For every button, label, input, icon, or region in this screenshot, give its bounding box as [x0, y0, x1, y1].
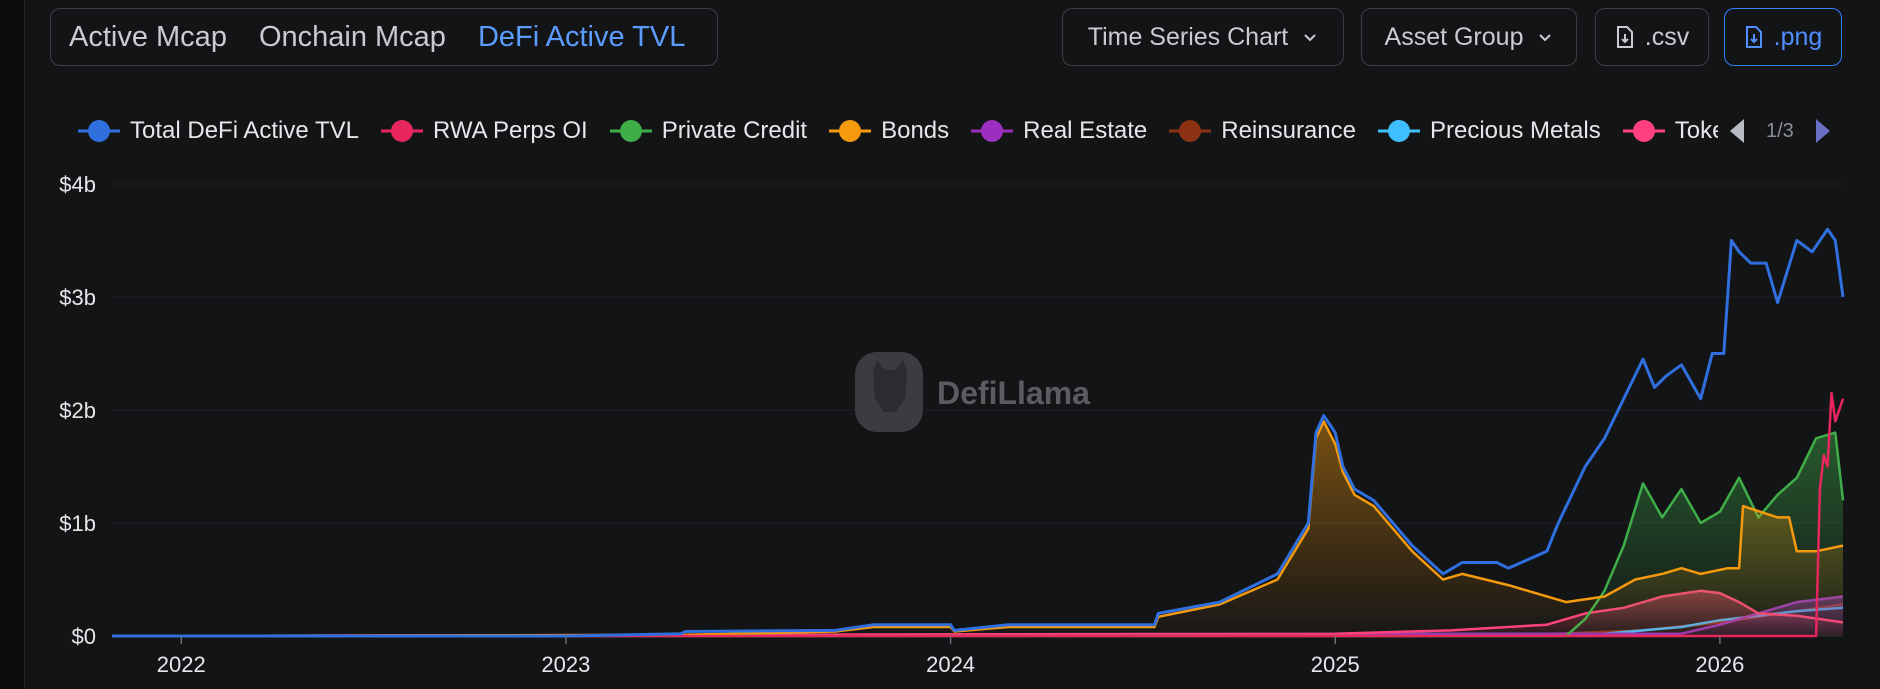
- series-total: [112, 227, 1845, 638]
- y-tick-label: $2b: [59, 398, 96, 423]
- legend-item-precious-metals[interactable]: Precious Metals: [1376, 117, 1601, 145]
- x-tick-label: 2025: [1311, 652, 1360, 677]
- previous-page-icon[interactable]: [1726, 117, 1746, 145]
- legend-pager: 1/3: [1726, 112, 1834, 150]
- series-rwa-perps: [112, 391, 1845, 638]
- legend: Total DeFi Active TVL RWA Perps OI Private…: [76, 110, 1718, 152]
- legend-marker-icon: [609, 120, 652, 142]
- chevron-down-icon: [1539, 34, 1552, 42]
- legend-page-indicator: 1/3: [1766, 119, 1794, 142]
- chart-panel: [24, 0, 1880, 689]
- legend-label: Private Credit: [661, 117, 808, 144]
- legend-item-rwa-perps[interactable]: RWA Perps OI: [379, 117, 588, 145]
- x-tick-label: 2024: [926, 652, 975, 677]
- legend-label: Precious Metals: [1429, 117, 1601, 144]
- tab-defi-active-tvl[interactable]: DeFi Active TVL: [477, 20, 686, 53]
- legend-marker-icon: [380, 120, 423, 142]
- legend-label: RWA Perps OI: [432, 117, 588, 144]
- file-download-icon: [1616, 26, 1633, 48]
- legend-label: Bonds: [881, 117, 950, 144]
- csv-label: .csv: [1644, 22, 1690, 51]
- metric-tabs: Active Mcap Onchain Mcap DeFi Active TVL: [50, 8, 718, 66]
- legend-item-other[interactable]: Tokenized Stocks: [1621, 117, 1718, 145]
- legend-item-bonds[interactable]: Bonds: [827, 117, 949, 145]
- chart-type-label: Time Series Chart: [1087, 22, 1289, 51]
- legend-item-total[interactable]: Total DeFi Active TVL: [76, 117, 359, 145]
- csv-download-button[interactable]: .csv: [1595, 8, 1709, 66]
- chart-type-select[interactable]: Time Series Chart: [1062, 8, 1344, 66]
- legend-item-real-estate[interactable]: Real Estate: [969, 117, 1147, 145]
- legend-marker-icon: [971, 120, 1014, 142]
- y-tick-label: $0: [72, 624, 96, 649]
- watermark: DefiLlama: [855, 352, 1090, 432]
- next-page-icon[interactable]: [1814, 117, 1834, 145]
- x-tick-label: 2022: [157, 652, 206, 677]
- png-label: .png: [1773, 22, 1823, 51]
- series-bonds: [111, 420, 1844, 638]
- legend-marker-icon: [1377, 120, 1420, 142]
- legend-marker-icon: [1169, 120, 1212, 142]
- legend-item-private-credit[interactable]: Private Credit: [608, 117, 807, 145]
- asset-group-select[interactable]: Asset Group: [1361, 8, 1577, 66]
- series-line: [112, 227, 1845, 638]
- legend-marker-icon: [829, 120, 872, 142]
- legend-label: Reinsurance: [1221, 117, 1356, 144]
- legend-label: Total DeFi Active TVL: [130, 117, 359, 144]
- png-download-button[interactable]: .png: [1724, 8, 1842, 66]
- y-tick-label: $1b: [59, 511, 96, 536]
- tab-onchain-mcap[interactable]: Onchain Mcap: [258, 20, 446, 53]
- y-tick-label: $3b: [59, 285, 96, 310]
- y-tick-label: $4b: [59, 172, 96, 197]
- legend-label: Real Estate: [1023, 117, 1148, 144]
- x-tick-label: 2026: [1695, 652, 1744, 677]
- chevron-down-icon: [1304, 34, 1316, 42]
- series-line: [112, 391, 1845, 638]
- x-tick-label: 2023: [541, 652, 590, 677]
- legend-marker-icon: [1622, 120, 1665, 142]
- legend-marker-icon: [78, 120, 120, 142]
- asset-group-label: Asset Group: [1384, 22, 1524, 51]
- watermark-text: DefiLlama: [937, 375, 1090, 411]
- legend-label: Tokenized Stocks: [1674, 117, 1718, 144]
- series-area: [112, 421, 1843, 636]
- llama-logo-icon: [873, 360, 907, 412]
- legend-item-reinsurance[interactable]: Reinsurance: [1167, 117, 1356, 145]
- series-line: [111, 420, 1844, 638]
- file-download-icon: [1745, 26, 1762, 48]
- tab-active-mcap[interactable]: Active Mcap: [69, 20, 227, 53]
